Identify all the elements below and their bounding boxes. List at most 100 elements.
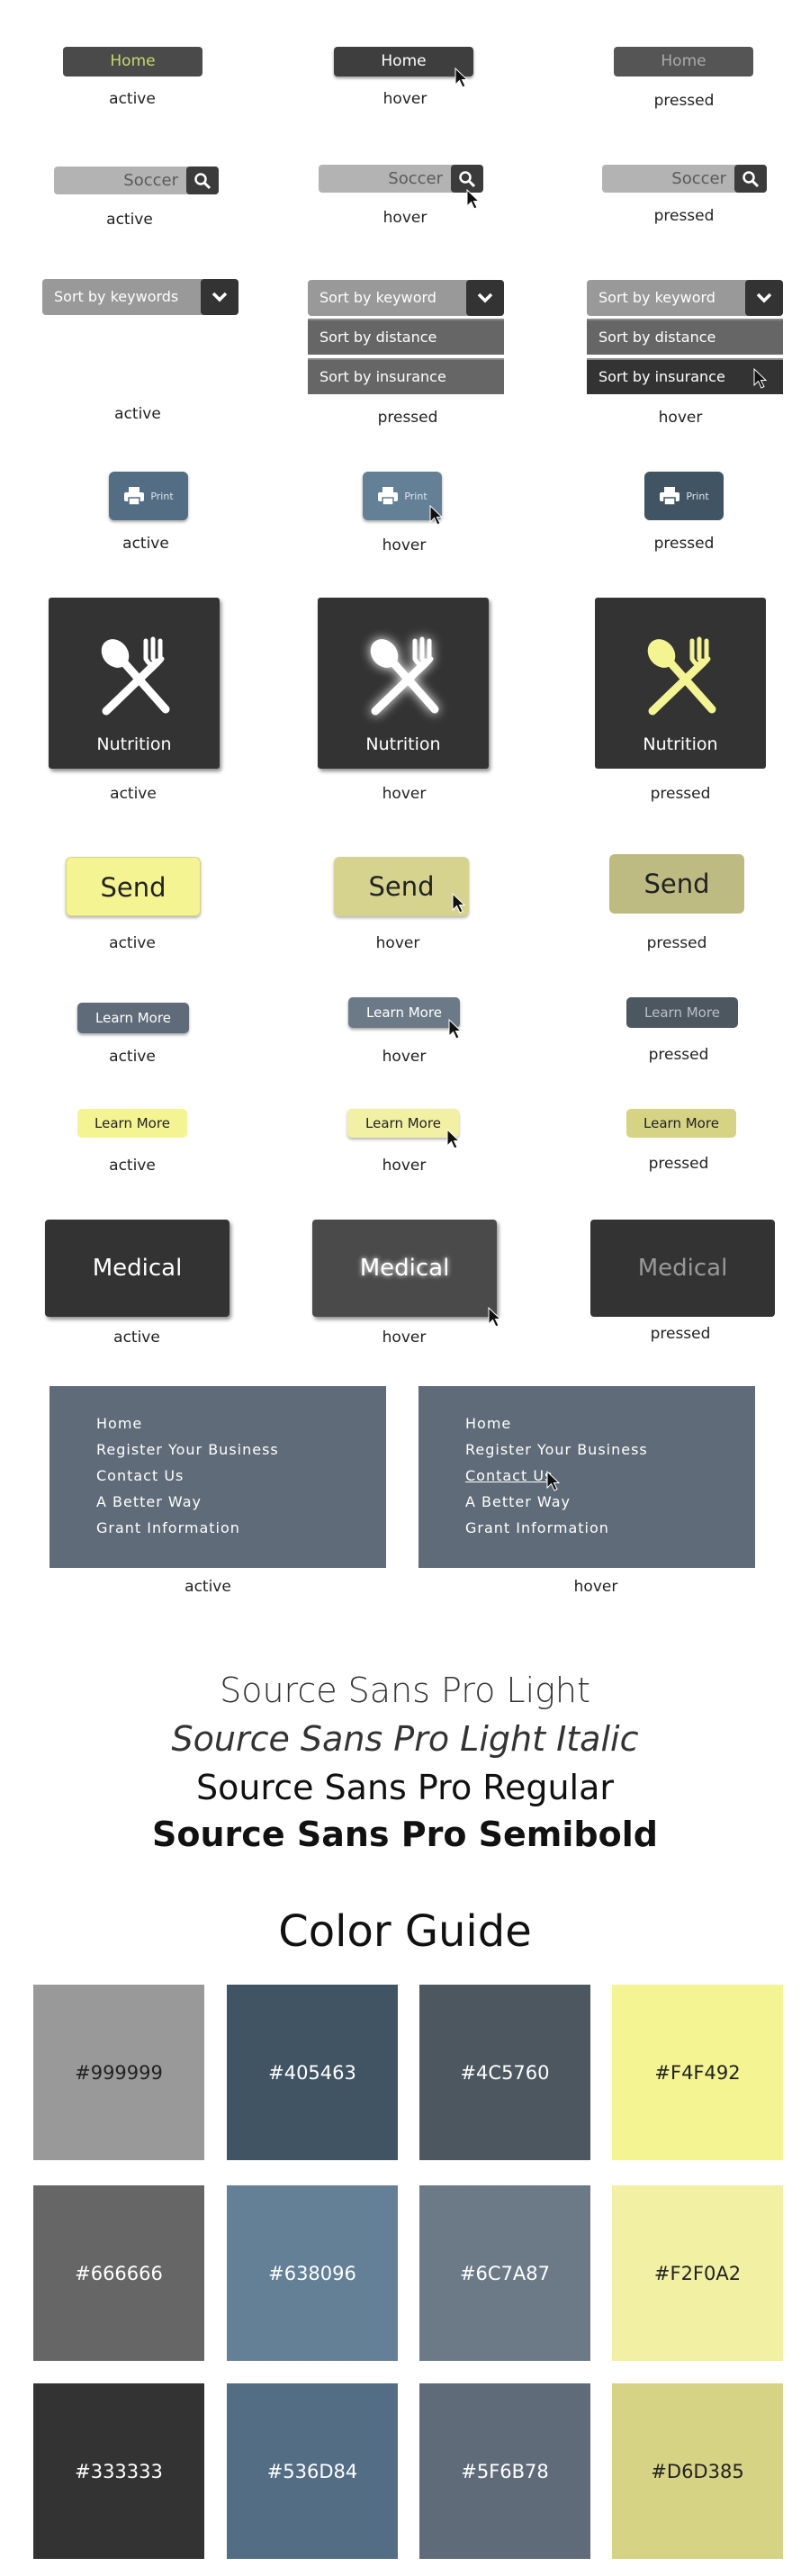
home-nav-button-hover[interactable]: Home	[334, 47, 473, 77]
state-label: hover	[382, 785, 427, 803]
state-label: pressed	[377, 409, 438, 427]
fork-spoon-icon	[647, 636, 716, 716]
menu-item-home[interactable]: Home	[465, 1415, 512, 1432]
print-button-pressed[interactable]: Print	[644, 472, 724, 520]
chevron-down-icon[interactable]	[466, 280, 504, 316]
search-icon	[194, 172, 212, 189]
printer-icon	[378, 487, 399, 506]
color-swatch: #536D84	[227, 2383, 398, 2559]
cursor-icon	[448, 1019, 463, 1040]
search-input-active[interactable]: Soccer	[54, 167, 219, 194]
nutrition-tile-pressed[interactable]: Nutrition	[595, 598, 766, 769]
sort-dropdown-active[interactable]: Sort by keywords	[42, 279, 238, 315]
menu-item-better-way[interactable]: A Better Way	[465, 1493, 571, 1510]
state-label: hover	[382, 209, 428, 227]
menu-item-register[interactable]: Register Your Business	[465, 1441, 648, 1458]
menu-item-register[interactable]: Register Your Business	[96, 1441, 279, 1458]
print-button-hover[interactable]: Print	[363, 472, 442, 520]
search-input-pressed[interactable]: Soccer	[602, 165, 767, 193]
search-icon	[459, 170, 476, 187]
state-label: active	[106, 211, 153, 229]
state-label: pressed	[648, 1046, 709, 1064]
printer-icon	[124, 487, 145, 506]
state-label: pressed	[653, 535, 715, 553]
print-label: Print	[150, 490, 174, 502]
home-nav-button-pressed[interactable]: Home	[614, 47, 753, 77]
medical-button-active[interactable]: Medical	[45, 1220, 230, 1317]
search-placeholder: Soccer	[388, 169, 443, 188]
sort-dropdown-hover[interactable]: Sort by keyword	[587, 280, 783, 316]
menu-item-grant[interactable]: Grant Information	[465, 1519, 609, 1536]
color-swatch: #D6D385	[612, 2383, 783, 2559]
state-label: pressed	[646, 934, 707, 952]
send-button-hover[interactable]: Send	[334, 857, 469, 916]
search-button[interactable]	[451, 165, 483, 193]
tile-label: Nutrition	[643, 734, 718, 754]
nutrition-tile-hover[interactable]: Nutrition	[318, 598, 489, 769]
dropdown-option[interactable]: Sort by distance	[587, 319, 783, 355]
cursor-icon	[753, 368, 768, 389]
state-label: pressed	[650, 1325, 711, 1343]
color-swatch: #405463	[227, 1985, 398, 2160]
cursor-icon	[429, 505, 444, 526]
learn-more-yellow-button-hover[interactable]: Learn More	[347, 1109, 459, 1138]
print-label: Print	[686, 490, 709, 502]
search-placeholder: Soccer	[123, 171, 178, 190]
menu-panel-active: Home Register Your Business Contact Us A…	[50, 1386, 386, 1568]
state-label: hover	[382, 90, 428, 108]
tile-label: Nutrition	[365, 734, 441, 754]
sort-dropdown-pressed[interactable]: Sort by keyword	[308, 280, 504, 316]
menu-item-contact[interactable]: Contact Us	[465, 1467, 554, 1484]
learn-more-button-pressed[interactable]: Learn More	[626, 997, 738, 1028]
medical-button-hover[interactable]: Medical	[312, 1220, 497, 1317]
state-label: hover	[382, 1157, 427, 1175]
color-swatch: #999999	[33, 1985, 204, 2160]
chevron-down-icon[interactable]	[745, 280, 783, 316]
menu-panel-hover: Home Register Your Business Contact Us A…	[418, 1386, 755, 1568]
home-nav-button-active[interactable]: Home	[63, 47, 202, 77]
menu-item-home[interactable]: Home	[96, 1415, 143, 1432]
printer-icon	[660, 487, 680, 506]
menu-item-contact[interactable]: Contact Us	[96, 1467, 184, 1484]
color-swatch: #5F6B78	[419, 2383, 590, 2559]
state-label: hover	[375, 934, 420, 952]
dropdown-option[interactable]: Sort by insurance	[308, 358, 504, 394]
color-swatch: #F4F492	[612, 1985, 783, 2160]
learn-more-yellow-button-active[interactable]: Learn More	[77, 1109, 187, 1138]
state-label: pressed	[653, 92, 715, 110]
menu-item-better-way[interactable]: A Better Way	[96, 1493, 202, 1510]
send-button-pressed[interactable]: Send	[609, 854, 744, 914]
state-label: hover	[573, 1578, 618, 1596]
print-label: Print	[404, 490, 428, 502]
state-label: active	[114, 405, 161, 423]
fork-spoon-icon	[370, 636, 439, 716]
send-button-active[interactable]: Send	[66, 857, 201, 916]
state-label: active	[110, 785, 157, 803]
state-label: hover	[382, 1329, 427, 1347]
dropdown-label: Sort by keyword	[320, 289, 436, 306]
state-label: pressed	[653, 207, 715, 225]
nutrition-tile-active[interactable]: Nutrition	[49, 598, 220, 769]
color-swatch: #4C5760	[419, 1985, 590, 2160]
state-label: active	[184, 1578, 231, 1596]
color-swatch: #666666	[33, 2185, 204, 2361]
medical-button-pressed[interactable]: Medical	[590, 1220, 775, 1317]
dropdown-label: Sort by keyword	[598, 289, 716, 306]
state-label: hover	[382, 1048, 427, 1066]
print-button-active[interactable]: Print	[109, 472, 188, 520]
state-label: active	[109, 90, 156, 108]
state-label: pressed	[648, 1155, 709, 1173]
cursor-icon	[466, 189, 481, 210]
dropdown-option[interactable]: Sort by distance	[308, 319, 504, 355]
learn-more-button-hover[interactable]: Learn More	[348, 997, 460, 1028]
learn-more-yellow-button-pressed[interactable]: Learn More	[626, 1109, 736, 1138]
fork-spoon-icon	[101, 636, 170, 716]
chevron-down-icon[interactable]	[201, 279, 238, 315]
dropdown-option-highlighted[interactable]: Sort by insurance	[587, 358, 783, 394]
search-button[interactable]	[734, 165, 767, 193]
state-label: pressed	[650, 785, 711, 803]
learn-more-button-active[interactable]: Learn More	[77, 1003, 189, 1033]
menu-item-grant[interactable]: Grant Information	[96, 1519, 240, 1536]
search-input-hover[interactable]: Soccer	[319, 165, 483, 193]
search-button[interactable]	[186, 167, 219, 194]
